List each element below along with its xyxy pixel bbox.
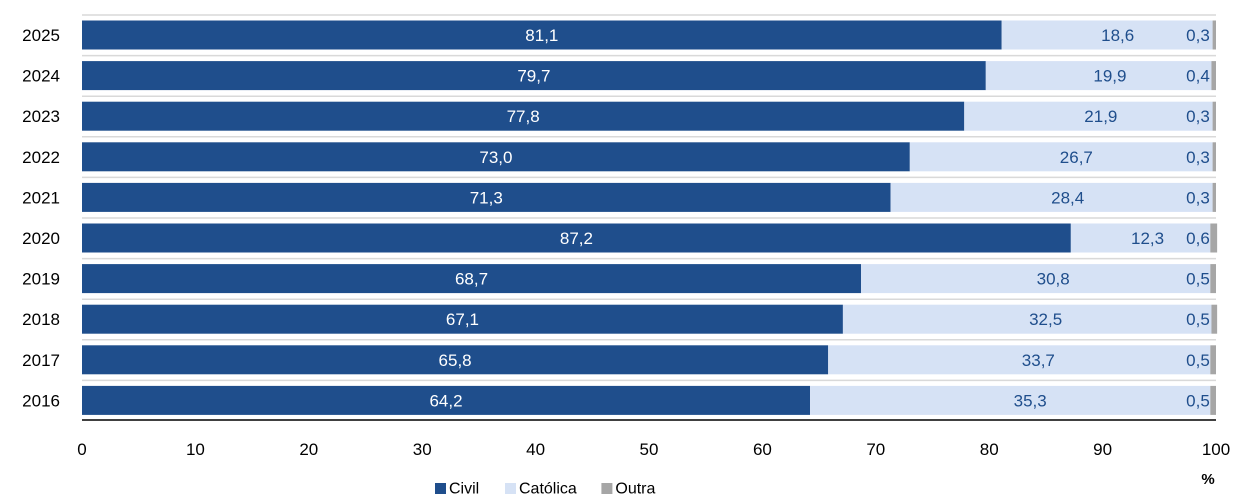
value-labels-layer: 81,1 18,6 0,3 79,7 19,9 0,4 77,8 21,9 0,3 73,0 26,…	[429, 26, 1209, 410]
x-tick-label: 30	[413, 440, 432, 459]
bars-layer	[82, 20, 1218, 415]
legend-swatch-outra	[601, 483, 613, 494]
x-tick-label: 10	[186, 440, 205, 459]
bar-catolica-2018	[842, 304, 1212, 334]
value-label-outra: 0,5	[1186, 270, 1210, 289]
bar-outra-2024	[1211, 61, 1216, 91]
bar-catolica-2023	[964, 101, 1213, 131]
legend-swatch-catolica	[505, 483, 516, 494]
bar-catolica-2016	[810, 385, 1211, 415]
value-label-outra: 0,3	[1186, 26, 1210, 45]
value-label-catolica: 21,9	[1084, 107, 1117, 126]
bar-outra-2023	[1212, 101, 1216, 131]
legend: Civil Católica Outra	[435, 481, 656, 498]
value-label-catolica: 30,8	[1037, 270, 1070, 289]
bar-civil-2025	[82, 20, 1002, 50]
legend-swatch-civil	[435, 483, 446, 494]
x-tick-label: 60	[753, 440, 772, 459]
bar-civil-2021	[82, 182, 891, 212]
bar-civil-2016	[82, 385, 811, 415]
bar-outra-2025	[1212, 20, 1216, 50]
legend-label-catolica: Católica	[519, 481, 577, 498]
value-label-catolica: 28,4	[1051, 188, 1084, 207]
bar-civil-2019	[82, 264, 862, 294]
value-label-catolica: 33,7	[1022, 351, 1055, 370]
value-label-outra: 0,6	[1186, 229, 1210, 248]
value-label-catolica: 18,6	[1101, 26, 1134, 45]
category-label: 2024	[22, 67, 60, 86]
category-label: 2022	[22, 148, 60, 167]
bar-outra-2020	[1210, 223, 1218, 253]
x-tick-label: 50	[640, 440, 659, 459]
category-label: 2020	[22, 229, 60, 248]
x-tick-label: 80	[980, 440, 999, 459]
bar-outra-2017	[1210, 345, 1216, 375]
legend-label-outra: Outra	[615, 481, 655, 498]
value-label-civil: 65,8	[439, 351, 472, 370]
category-label: 2016	[22, 391, 60, 410]
value-label-outra: 0,3	[1186, 188, 1210, 207]
value-label-civil: 79,7	[517, 67, 550, 86]
value-label-catolica: 19,9	[1093, 67, 1126, 86]
category-label: 2021	[22, 188, 60, 207]
x-tick-label: 0	[77, 440, 86, 459]
bar-catolica-2022	[909, 142, 1213, 172]
category-label: 2017	[22, 351, 60, 370]
category-label: 2025	[22, 26, 60, 45]
bar-catolica-2021	[890, 182, 1213, 212]
value-label-civil: 87,2	[560, 229, 593, 248]
value-label-civil: 81,1	[525, 26, 558, 45]
bar-catolica-2020	[1070, 223, 1211, 253]
legend-label-civil: Civil	[449, 481, 479, 498]
bar-outra-2022	[1212, 142, 1216, 172]
value-label-outra: 0,5	[1186, 391, 1210, 410]
value-label-catolica: 32,5	[1029, 310, 1062, 329]
x-tick-label: 100	[1202, 440, 1230, 459]
x-tick-label: 90	[1093, 440, 1112, 459]
value-label-outra: 0,5	[1186, 310, 1210, 329]
value-label-outra: 0,3	[1186, 148, 1210, 167]
x-tick-label: 40	[526, 440, 545, 459]
value-label-civil: 71,3	[470, 188, 503, 207]
value-label-catolica: 12,3	[1131, 229, 1164, 248]
bar-civil-2020	[82, 223, 1071, 253]
value-label-civil: 64,2	[429, 391, 462, 410]
value-label-civil: 73,0	[479, 148, 512, 167]
value-label-outra: 0,5	[1186, 351, 1210, 370]
bar-catolica-2024	[985, 61, 1212, 91]
value-label-civil: 77,8	[507, 107, 540, 126]
bar-outra-2016	[1210, 385, 1216, 415]
bar-civil-2017	[82, 345, 829, 375]
bar-civil-2023	[82, 101, 965, 131]
bar-civil-2024	[82, 61, 986, 91]
bar-outra-2021	[1212, 182, 1216, 212]
value-label-outra: 0,4	[1186, 67, 1210, 86]
bar-catolica-2025	[1001, 20, 1213, 50]
bar-outra-2018	[1211, 304, 1218, 334]
bar-catolica-2019	[861, 264, 1211, 294]
bar-civil-2022	[82, 142, 910, 172]
bar-outra-2019	[1210, 264, 1216, 294]
x-unit-label: %	[1201, 471, 1214, 488]
value-label-civil: 67,1	[446, 310, 479, 329]
value-label-civil: 68,7	[455, 270, 488, 289]
value-label-outra: 0,3	[1186, 107, 1210, 126]
x-tick-label: 20	[299, 440, 318, 459]
value-label-catolica: 35,3	[1014, 391, 1047, 410]
axis-layer: 2025 2024 2023 2022 2021 2020 2019 2018 2017 2016…	[22, 14, 1230, 488]
bar-catolica-2017	[828, 345, 1211, 375]
category-label: 2018	[22, 310, 60, 329]
category-label: 2019	[22, 270, 60, 289]
category-label: 2023	[22, 107, 60, 126]
x-tick-label: 70	[866, 440, 885, 459]
bar-civil-2018	[82, 304, 843, 334]
value-label-catolica: 26,7	[1060, 148, 1093, 167]
